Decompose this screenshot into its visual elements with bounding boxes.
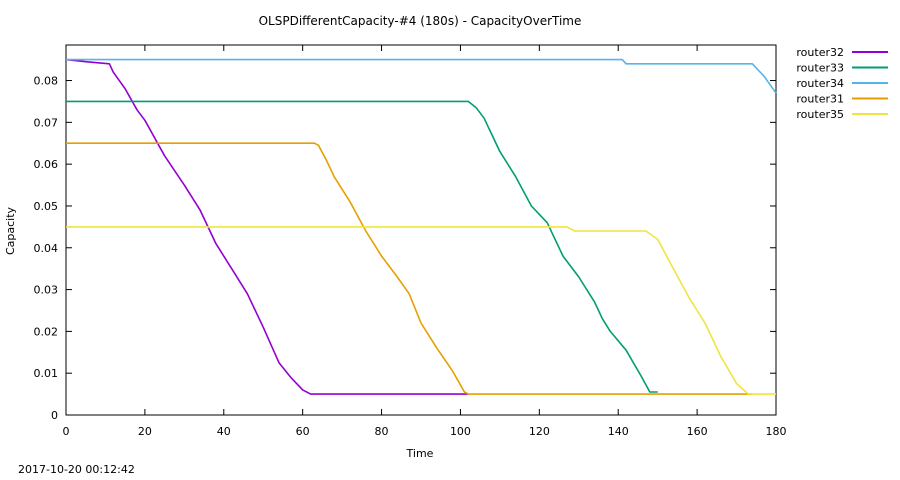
series-line-router35 [66, 226, 776, 395]
y-tick-label: 0.08 [34, 75, 59, 88]
y-tick-label: 0.06 [34, 158, 59, 171]
series-line-router33 [66, 100, 658, 393]
x-tick-label: 80 [375, 425, 389, 438]
x-tick-label: 20 [138, 425, 152, 438]
x-tick-label: 140 [608, 425, 629, 438]
legend-label: router35 [796, 108, 844, 121]
plot-border [65, 44, 777, 416]
legend: router32 router33 router34 router31 router35 [796, 46, 888, 121]
legend-label: router32 [796, 46, 844, 59]
legend-label: router33 [796, 62, 844, 75]
series-line-router34 [66, 58, 777, 94]
y-axis: 0 0.01 0.02 0.03 0.04 0.05 0.06 0.07 0.08 [34, 75, 776, 422]
x-tick-label: 60 [296, 425, 310, 438]
chart-title: OLSPDifferentCapacity-#4 (180s) - Capaci… [259, 14, 582, 28]
plot-area [65, 44, 777, 416]
y-tick-label: 0.07 [34, 116, 59, 129]
y-tick-label: 0 [51, 409, 58, 422]
y-axis-label: Capacity [4, 206, 17, 255]
y-tick-label: 0.03 [34, 284, 59, 297]
x-tick-label: 160 [687, 425, 708, 438]
timestamp: 2017-10-20 00:12:42 [18, 463, 135, 476]
x-axis-label: Time [406, 447, 434, 460]
x-tick-label: 180 [766, 425, 787, 438]
y-tick-label: 0.04 [34, 242, 59, 255]
x-axis: 0 20 40 60 80 100 120 140 160 180 [63, 45, 787, 438]
y-tick-label: 0.05 [34, 200, 59, 213]
series-line-router31 [66, 142, 753, 395]
series-lines [65, 58, 777, 395]
x-tick-label: 40 [217, 425, 231, 438]
legend-label: router31 [796, 93, 844, 106]
x-tick-label: 0 [63, 425, 70, 438]
y-tick-label: 0.01 [34, 367, 59, 380]
x-tick-label: 100 [450, 425, 471, 438]
legend-label: router34 [796, 77, 844, 90]
y-tick-label: 0.02 [34, 325, 59, 338]
x-tick-label: 120 [529, 425, 550, 438]
chart-title-text: OLSPDifferentCapacity-#4 (180s) - Capaci… [259, 14, 582, 28]
